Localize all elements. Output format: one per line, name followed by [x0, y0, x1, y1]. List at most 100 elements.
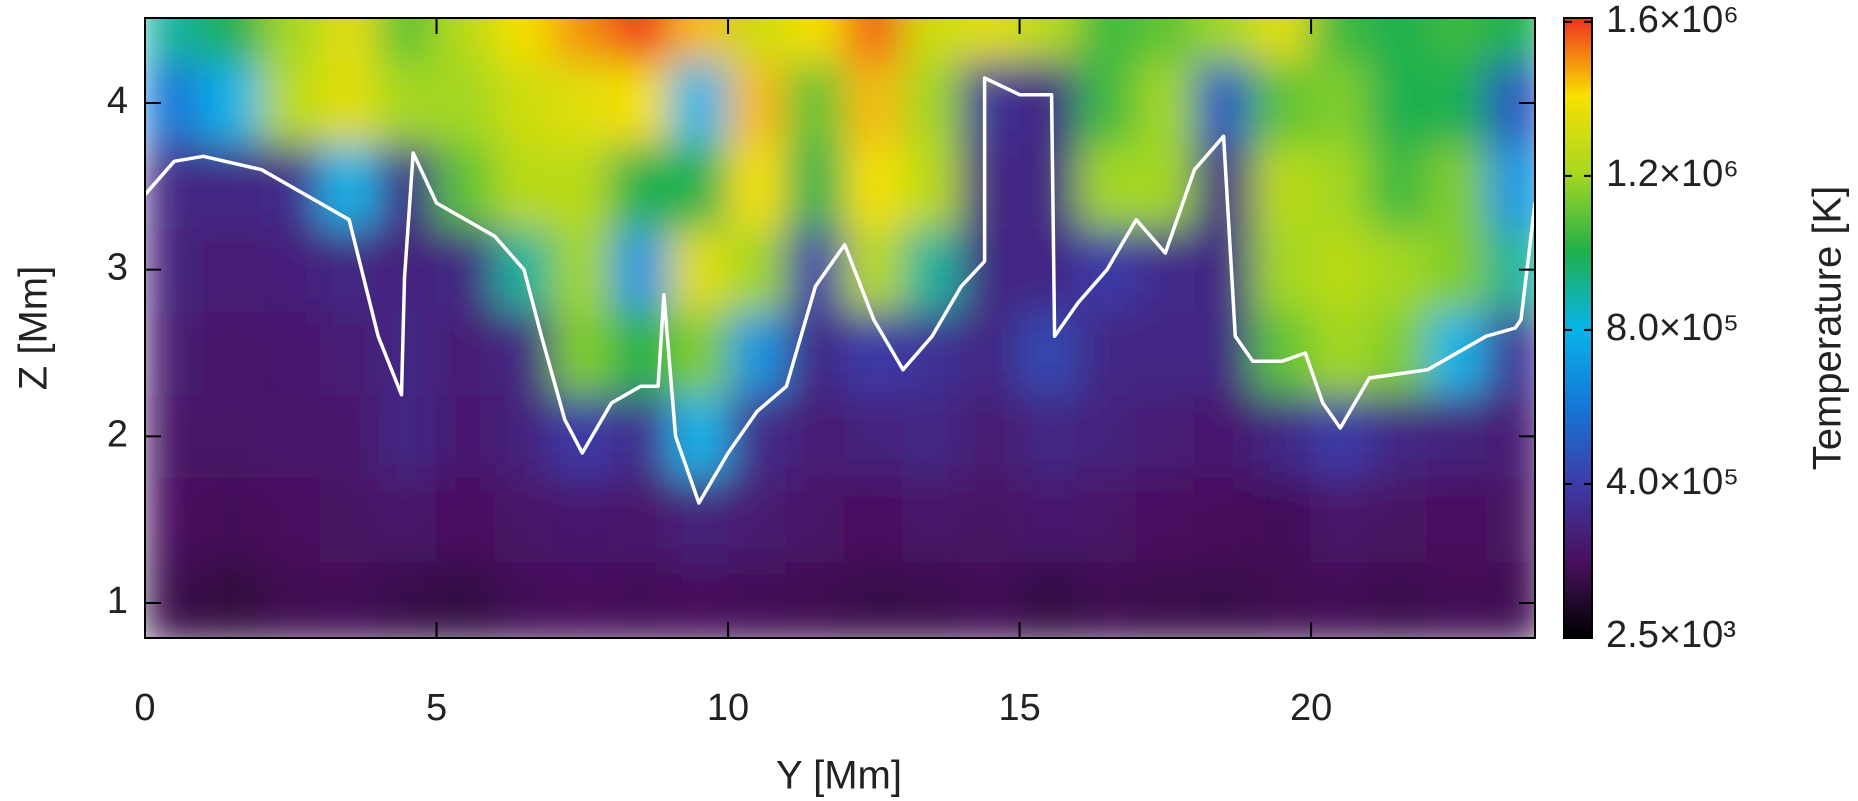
field-cell: [1310, 310, 1370, 396]
field-cell: [1252, 560, 1312, 638]
field-cell: [261, 560, 321, 638]
field-cell: [261, 60, 321, 146]
field-cell: [202, 60, 263, 146]
x-tick-label: 5: [426, 687, 447, 729]
field-cell: [1019, 477, 1079, 562]
field-cell: [552, 560, 612, 638]
field-cell: [727, 227, 787, 312]
field-cell: [319, 144, 379, 229]
field-cell: [319, 18, 379, 62]
field-cell: [844, 477, 904, 562]
field-cell: [202, 394, 263, 479]
field-cell: [494, 477, 554, 562]
field-cell: [1368, 227, 1429, 312]
field-cell: [1368, 310, 1429, 396]
field-cell: [1427, 18, 1487, 62]
field-cell: [1193, 310, 1254, 396]
y-tick-label: 4: [107, 80, 128, 122]
field-cell: [785, 18, 846, 62]
field-cell: [1193, 394, 1254, 479]
field-cell: [436, 18, 496, 62]
field-cell: [202, 560, 263, 638]
field-cell: [1310, 144, 1370, 229]
field-cell: [319, 477, 379, 562]
field-cell: [785, 60, 846, 146]
field-cell: [669, 310, 729, 396]
x-tick-label: 15: [998, 687, 1040, 729]
field-cell: [436, 394, 496, 479]
field-cell: [610, 560, 671, 638]
field-cell: [202, 18, 263, 62]
field-cell: [785, 560, 846, 638]
field-cell: [785, 227, 846, 312]
field-cell: [261, 394, 321, 479]
field-cell: [1368, 144, 1429, 229]
field-cell: [261, 227, 321, 312]
field-cell: [1077, 60, 1137, 146]
field-cell: [902, 18, 962, 62]
field-cell: [1135, 227, 1195, 312]
field-cell: [960, 18, 1021, 62]
field-cell: [960, 227, 1021, 312]
field-cell: [494, 18, 554, 62]
field-cell: [319, 560, 379, 638]
field-cell: [552, 477, 612, 562]
field-cell: [610, 144, 671, 229]
field-cell: [960, 60, 1021, 146]
field-cell: [377, 60, 438, 146]
x-tick-label: 10: [707, 687, 749, 729]
field-cell: [319, 310, 379, 396]
field-cell: [727, 60, 787, 146]
field-cell: [552, 18, 612, 62]
field-cell: [1019, 310, 1079, 396]
field-cell: [1135, 60, 1195, 146]
field-cell: [727, 394, 787, 479]
field-cell: [436, 477, 496, 562]
field-cell: [610, 394, 671, 479]
field-cell: [902, 560, 962, 638]
y-tick-label: 1: [107, 580, 128, 622]
field-cell: [669, 477, 729, 562]
field-cell: [494, 560, 554, 638]
field-cell: [436, 560, 496, 638]
field-cell: [377, 477, 438, 562]
field-cell: [960, 560, 1021, 638]
colorbar-tick-label: 1.2×10⁶: [1606, 153, 1739, 195]
field-cell: [902, 227, 962, 312]
field-cell: [1427, 560, 1487, 638]
field-cell: [261, 477, 321, 562]
field-cell: [494, 394, 554, 479]
field-cell: [494, 60, 554, 146]
field-cell: [1427, 227, 1487, 312]
field-cell: [785, 144, 846, 229]
field-cell: [1135, 560, 1195, 638]
field-cell: [436, 144, 496, 229]
field-cell: [1310, 227, 1370, 312]
field-cell: [1485, 144, 1535, 229]
field-cell: [1135, 477, 1195, 562]
field-cell: [844, 18, 904, 62]
field-cell: [610, 60, 671, 146]
field-cell: [785, 477, 846, 562]
field-cell: [1193, 60, 1254, 146]
field-cell: [1077, 310, 1137, 396]
x-tick-label: 20: [1290, 687, 1332, 729]
field-cell: [1427, 394, 1487, 479]
field-cell: [1193, 18, 1254, 62]
field-cell: [319, 394, 379, 479]
field-cell: [494, 144, 554, 229]
field-cell: [1368, 394, 1429, 479]
field-cell: [844, 560, 904, 638]
field-cell: [669, 227, 729, 312]
colorbar: [1563, 17, 1593, 639]
field-cell: [1310, 477, 1370, 562]
field-cell: [1019, 394, 1079, 479]
field-cell: [1019, 560, 1079, 638]
field-cell: [202, 227, 263, 312]
field-cell: [1077, 477, 1137, 562]
field-cell: [727, 560, 787, 638]
field-cell: [610, 18, 671, 62]
field-cell: [1310, 18, 1370, 62]
field-cell: [1077, 144, 1137, 229]
